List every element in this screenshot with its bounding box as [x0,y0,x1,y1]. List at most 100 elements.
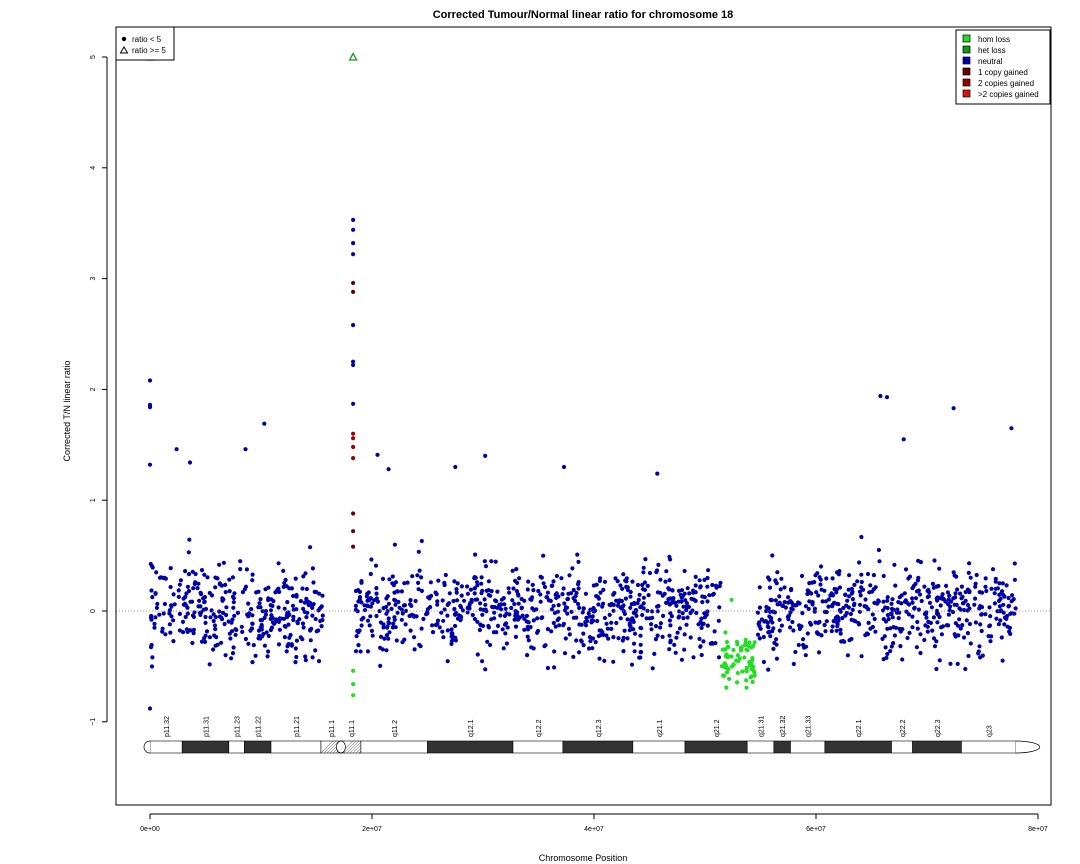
data-point [941,597,946,602]
band-label-7: q11.2 [392,720,399,737]
data-point [614,620,619,626]
data-point [799,573,805,579]
data-point [830,603,835,608]
data-point [653,637,659,642]
data-point [251,643,256,648]
data-point [224,605,229,610]
band-label-18: q22.3 [935,719,942,737]
data-point [679,657,685,662]
data-point [890,597,895,602]
data-point [394,638,399,643]
data-point [203,614,208,620]
ideogram-band-14 [773,740,791,754]
data-point [777,628,782,633]
outlier-point [483,453,488,458]
data-point [611,608,616,613]
data-point [998,596,1003,602]
ideogram-hatch [358,750,362,754]
data-point [209,593,215,598]
data-point [849,586,855,591]
data-point [435,599,440,604]
y-tick-label-6: 5 [90,55,97,59]
data-point [691,597,697,602]
data-point [302,600,307,605]
band-label-19: q23 [987,725,994,737]
data-point [171,592,176,597]
data-point [743,640,748,645]
data-point [190,640,195,646]
data-point [601,632,606,638]
data-point [802,645,807,650]
data-point [967,606,972,611]
data-point [308,638,313,643]
data-point [367,623,372,628]
data-point [965,631,971,636]
data-point [391,621,396,626]
data-point [900,657,905,662]
data-point [724,685,729,690]
data-point [475,652,480,657]
x-tick-label-2: 4e+07 [584,826,604,833]
data-point [664,569,669,574]
data-point [357,589,362,595]
data-point [641,570,646,575]
data-point [713,583,719,588]
data-point [250,572,255,577]
data-point [249,607,254,612]
data-point [628,594,633,599]
data-point [357,597,362,602]
data-point [209,608,214,613]
data-point [718,580,723,585]
data-point [510,568,515,573]
data-point [452,606,457,612]
data-point [538,599,543,604]
data-point [176,588,181,593]
high-ratio-point [348,52,358,61]
outlier-point [453,464,458,470]
data-point [930,628,935,633]
data-point [519,605,524,610]
data-point [824,619,829,624]
data-point [899,601,904,606]
data-point [988,614,993,619]
data-point [997,609,1003,614]
data-point [186,572,192,577]
data-point [757,624,762,629]
data-point [1000,589,1005,594]
data-point [416,549,421,554]
data-point [870,624,876,630]
data-point [845,653,851,658]
data-point [545,665,551,671]
data-point [906,602,912,607]
data-point [864,631,870,636]
data-point [506,586,511,591]
data-point [199,639,205,644]
data-point [204,629,210,634]
data-point [276,561,281,566]
data-point [699,625,704,631]
data-point [976,651,981,656]
outlier-point [351,280,356,286]
data-point [298,599,303,604]
data-point [859,534,864,540]
data-point [914,589,920,594]
band-label-15: q21.33 [806,715,813,737]
data-point [513,634,519,640]
data-point [492,616,497,621]
data-point [833,619,838,624]
data-point [469,599,474,605]
data-point [1004,583,1009,588]
data-point [524,619,529,624]
data-point [382,636,387,641]
data-point [276,619,281,625]
data-point [191,627,196,632]
data-point [650,615,655,620]
data-point [177,582,182,587]
data-point [611,635,616,640]
data-point [757,636,762,641]
data-point [959,596,964,601]
data-point [213,585,218,590]
data-point [898,644,903,649]
data-point [896,616,901,621]
data-point [791,628,796,633]
